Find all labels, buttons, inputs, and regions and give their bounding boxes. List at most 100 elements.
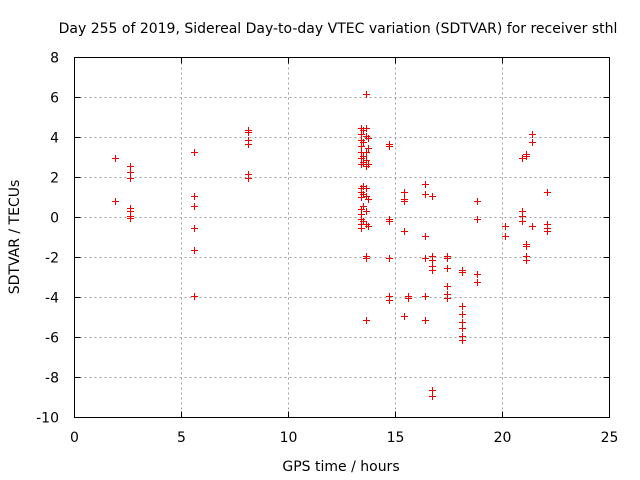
data-point: [529, 131, 536, 138]
y-tick-label: 6: [50, 91, 59, 107]
data-point: [401, 313, 408, 320]
data-point: [363, 149, 370, 156]
data-point: [502, 233, 509, 240]
data-point: [444, 295, 451, 302]
axis-ticks: [74, 57, 610, 418]
data-point: [363, 255, 370, 262]
data-point: [459, 303, 466, 310]
data-point: [429, 193, 436, 200]
data-point: [519, 155, 526, 162]
data-point: [444, 255, 451, 262]
data-point: [429, 393, 436, 400]
data-point: [191, 247, 198, 254]
data-point: [191, 225, 198, 232]
x-tick-label: 20: [494, 430, 512, 446]
data-point: [429, 267, 436, 274]
data-point: [422, 317, 429, 324]
x-tick-label: 5: [177, 430, 186, 446]
x-tick-label: 15: [387, 430, 405, 446]
data-point: [422, 293, 429, 300]
data-point: [360, 153, 367, 160]
data-point: [358, 131, 365, 138]
data-point: [429, 257, 436, 264]
y-tick-label: -10: [36, 411, 59, 427]
data-point: [365, 223, 372, 230]
data-point: [363, 157, 370, 164]
data-point: [360, 203, 367, 210]
data-point: [474, 279, 481, 286]
y-axis-label: SDTVAR / TECUs: [7, 180, 23, 295]
y-tick-label: -2: [45, 251, 59, 267]
data-point: [365, 161, 372, 168]
data-point: [112, 155, 119, 162]
grid: [74, 57, 610, 418]
data-point: [360, 218, 367, 225]
x-tick-label: 0: [70, 430, 79, 446]
data-point: [191, 203, 198, 210]
y-tick-label: 8: [50, 51, 59, 67]
data-point: [459, 311, 466, 318]
y-tick-label: -4: [45, 291, 59, 307]
data-point: [127, 163, 134, 170]
data-point: [459, 319, 466, 326]
data-point: [401, 198, 408, 205]
data-points: [112, 91, 551, 400]
data-point: [444, 265, 451, 272]
data-point: [363, 317, 370, 324]
data-point: [401, 228, 408, 235]
data-point: [245, 129, 252, 136]
data-point: [502, 223, 509, 230]
chart-title: Day 255 of 2019, Sidereal Day-to-day VTE…: [59, 21, 618, 37]
data-point: [459, 269, 466, 276]
y-tick-labels: -10 -8 -6 -4 -2 0 2 4 6 8: [36, 51, 59, 427]
data-point: [544, 228, 551, 235]
data-point: [127, 169, 134, 176]
x-axis-label: GPS time / hours: [282, 459, 399, 475]
data-point: [360, 139, 367, 146]
data-point: [358, 143, 365, 150]
data-point: [191, 193, 198, 200]
y-tick-label: 4: [50, 131, 59, 147]
data-point: [422, 255, 429, 262]
data-point: [386, 255, 393, 262]
y-tick-label: 2: [50, 171, 59, 187]
data-point: [544, 189, 551, 196]
data-point: [386, 218, 393, 225]
data-point: [365, 196, 372, 203]
y-tick-label: -6: [45, 331, 59, 347]
data-point: [245, 175, 252, 182]
data-point: [245, 141, 252, 148]
data-point: [405, 295, 412, 302]
data-point: [358, 225, 365, 232]
data-point: [459, 325, 466, 332]
data-point: [529, 223, 536, 230]
data-point: [386, 143, 393, 150]
data-point: [363, 185, 370, 192]
x-tick-label: 25: [601, 430, 619, 446]
data-point: [127, 215, 134, 222]
data-point: [363, 91, 370, 98]
data-point: [519, 218, 526, 225]
data-point: [529, 139, 536, 146]
plot-frame: [74, 57, 610, 418]
x-tick-label: 10: [280, 430, 298, 446]
data-point: [523, 243, 530, 250]
data-point: [422, 191, 429, 198]
data-point: [523, 257, 530, 264]
data-point: [401, 189, 408, 196]
data-point: [459, 337, 466, 344]
y-tick-label: 0: [50, 211, 59, 227]
data-point: [474, 271, 481, 278]
data-point: [429, 387, 436, 394]
data-point: [386, 297, 393, 304]
data-point: [523, 153, 530, 160]
data-point: [474, 216, 481, 223]
y-tick-label: -8: [45, 371, 59, 387]
data-point: [191, 149, 198, 156]
data-point: [422, 233, 429, 240]
data-point: [422, 181, 429, 188]
data-point: [191, 293, 198, 300]
data-point: [363, 125, 370, 132]
data-point: [112, 198, 119, 205]
